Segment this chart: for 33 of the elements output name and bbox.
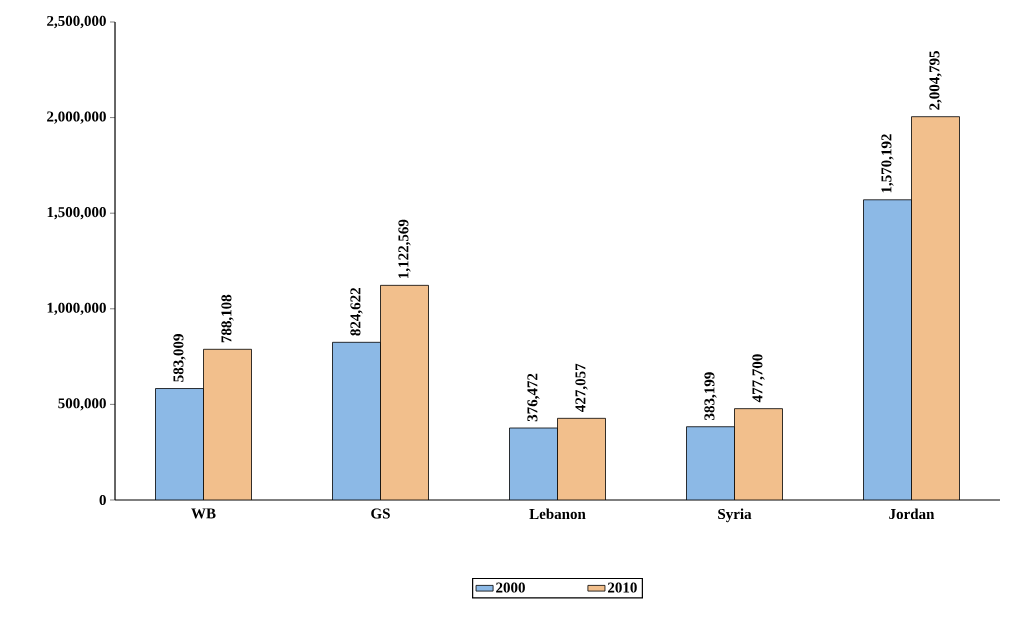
y-tick-label: 1,000,000 xyxy=(47,302,106,315)
data-label: 788,108 xyxy=(221,294,234,343)
y-tick-label: 0 xyxy=(99,494,106,506)
data-label: 376,472 xyxy=(527,373,540,422)
legend-label: 2000 xyxy=(496,582,525,593)
x-tick-label: WB xyxy=(191,508,216,519)
data-label: 1,570,192 xyxy=(881,134,894,193)
bar xyxy=(863,199,912,500)
bar xyxy=(509,428,558,500)
bar xyxy=(557,418,606,500)
y-tick-label: 2,500,000 xyxy=(47,15,106,29)
x-tick-label: Lebanon xyxy=(529,508,586,520)
data-label: 824,622 xyxy=(350,288,363,336)
bar xyxy=(734,408,783,500)
bar xyxy=(203,349,252,500)
bar xyxy=(155,388,204,500)
data-label: 2,004,795 xyxy=(929,51,942,110)
legend-label: 2010 xyxy=(608,582,637,593)
data-label: 383,199 xyxy=(704,372,717,420)
x-tick-label: Syria xyxy=(718,508,752,523)
bar xyxy=(380,285,429,500)
data-label: 583,009 xyxy=(173,334,186,382)
y-tick-label: 500,000 xyxy=(58,398,106,411)
data-label: 1,122,569 xyxy=(398,219,411,278)
data-label: 427,057 xyxy=(575,363,588,412)
y-tick-label: 2,000,000 xyxy=(47,111,106,124)
bar xyxy=(332,342,381,500)
bar xyxy=(911,116,960,500)
y-tick-label: 1,500,000 xyxy=(47,207,106,220)
x-tick-label: Jordan xyxy=(889,508,935,520)
x-tick-label: GS xyxy=(371,508,390,519)
data-label: 477,700 xyxy=(752,354,765,403)
bar xyxy=(686,426,735,500)
